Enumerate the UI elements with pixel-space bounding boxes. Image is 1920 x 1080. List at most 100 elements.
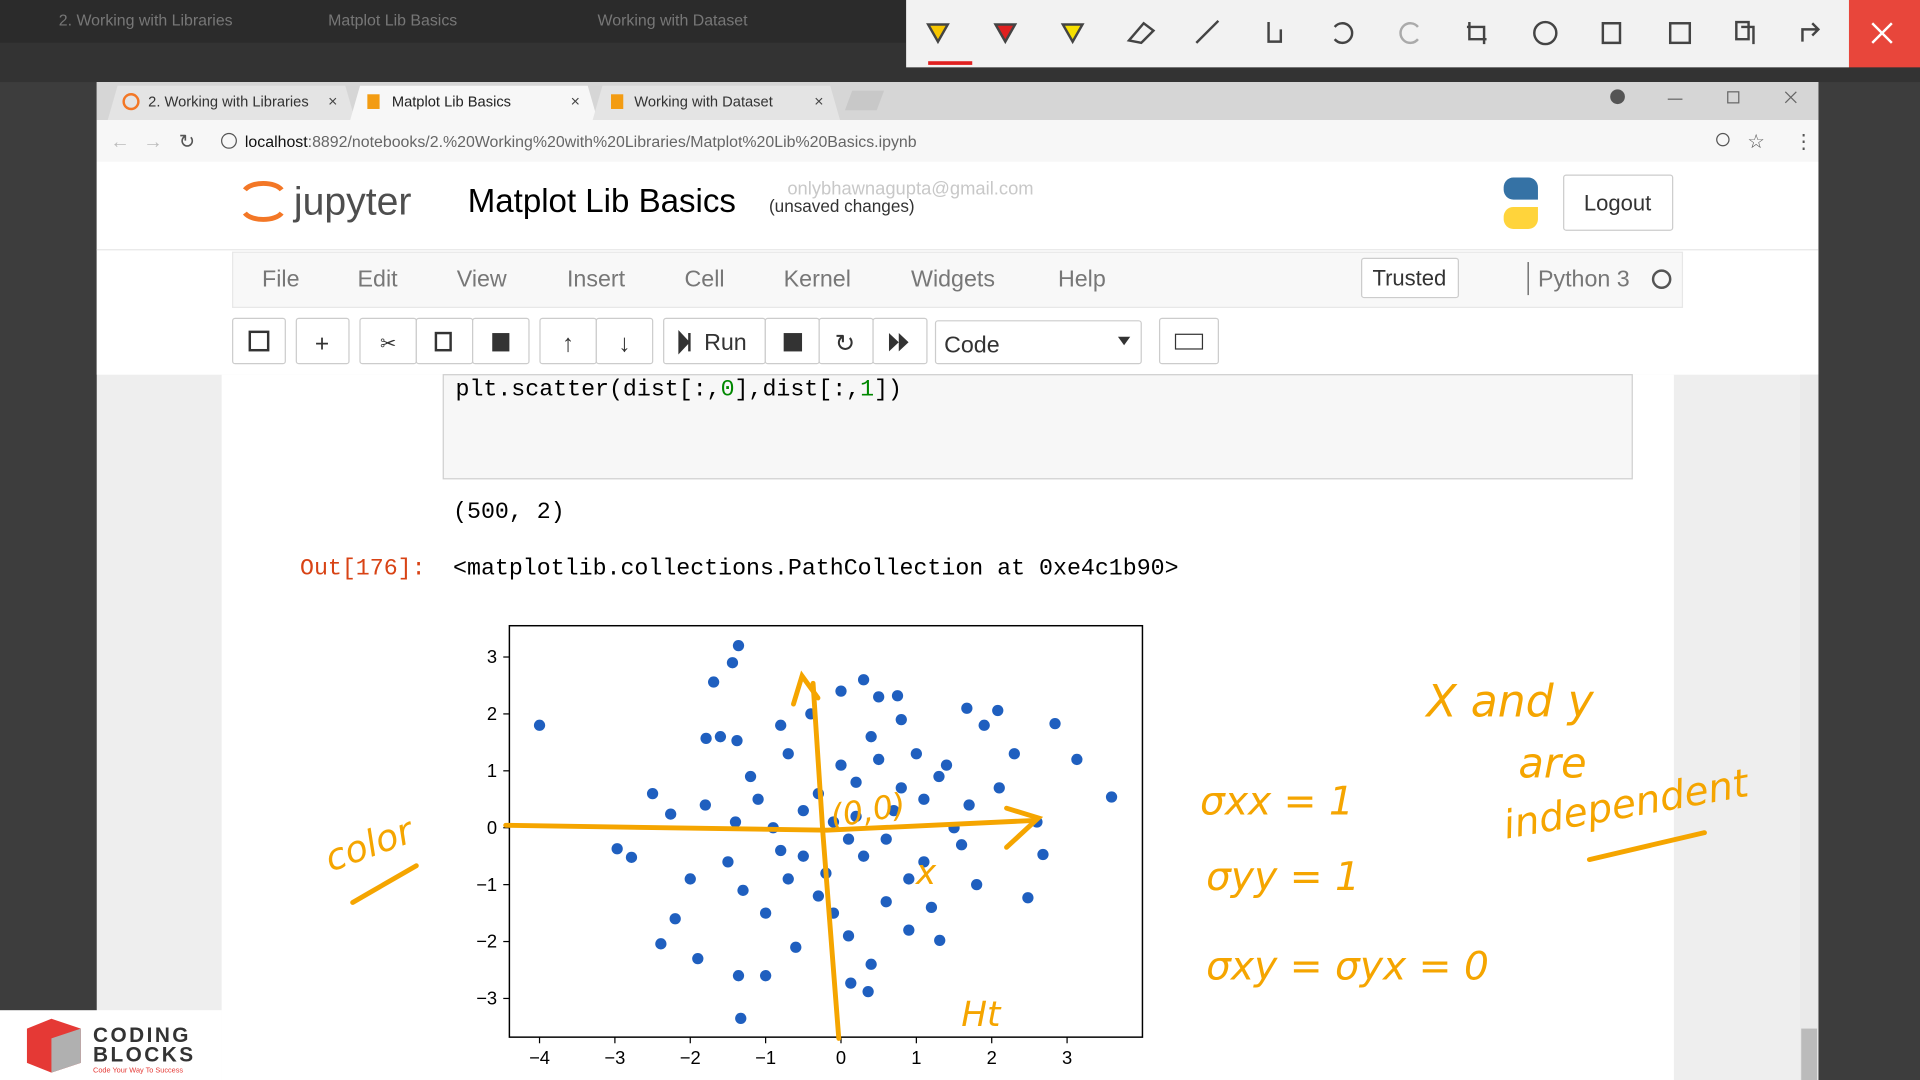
url[interactable]: localhost:8892/notebooks/2.%20Working%20… xyxy=(245,134,917,151)
point xyxy=(782,748,794,760)
annotation: x xyxy=(915,853,937,893)
point xyxy=(744,770,757,783)
code-cell[interactable] xyxy=(442,374,1633,480)
tab-close[interactable]: × xyxy=(328,94,337,111)
scroll-thumb[interactable] xyxy=(1801,1028,1818,1080)
forward-button[interactable]: → xyxy=(143,131,163,153)
point xyxy=(888,805,900,817)
point xyxy=(797,805,809,817)
tab-icon xyxy=(611,94,624,109)
python-logo xyxy=(1503,206,1538,229)
keyboard-button[interactable] xyxy=(1158,317,1219,365)
copy-tool[interactable] xyxy=(1735,20,1755,45)
outer-tab-bar xyxy=(0,0,907,43)
point xyxy=(845,977,857,989)
point xyxy=(714,731,727,743)
back-button[interactable]: ← xyxy=(110,131,130,153)
menu-item[interactable]: Cell xyxy=(684,266,724,292)
point xyxy=(1105,791,1118,803)
save-button[interactable] xyxy=(232,317,286,365)
profile-icon[interactable] xyxy=(1610,89,1625,105)
close-button[interactable] xyxy=(1848,0,1920,68)
move-down-button[interactable] xyxy=(595,317,654,365)
point xyxy=(797,850,809,862)
restore-button[interactable] xyxy=(1727,91,1740,104)
cell-type-select[interactable] xyxy=(934,320,1142,365)
hand-tool[interactable] xyxy=(1267,22,1283,43)
crop-tool[interactable] xyxy=(1466,22,1487,45)
y-tick-label: 2 xyxy=(487,703,497,724)
menu-item[interactable]: Widgets xyxy=(911,266,995,292)
browser-menu[interactable]: ⋮ xyxy=(1794,131,1814,153)
point xyxy=(732,970,745,982)
run-label: Run xyxy=(704,329,747,355)
dropdown-caret xyxy=(1117,336,1131,346)
point xyxy=(865,731,877,743)
point xyxy=(759,907,772,919)
highlighter-tool[interactable] xyxy=(926,23,950,45)
zoom-icon[interactable] xyxy=(1716,132,1730,147)
window-close[interactable] xyxy=(1784,91,1797,104)
copy-button[interactable] xyxy=(415,317,474,365)
notebook-title[interactable]: Matplot Lib Basics xyxy=(468,183,736,220)
menu-item[interactable]: File xyxy=(262,266,299,292)
info-icon xyxy=(221,132,237,149)
point xyxy=(873,691,885,703)
point xyxy=(775,844,787,857)
annotation: Ht xyxy=(961,995,1002,1035)
insert-button[interactable] xyxy=(295,317,350,365)
tab-close[interactable]: × xyxy=(571,94,580,111)
x-tick-label: −3 xyxy=(604,1047,625,1068)
history-tool[interactable] xyxy=(1533,20,1558,46)
point xyxy=(684,873,696,885)
tab[interactable] xyxy=(592,85,840,120)
stdout: (500, 2) xyxy=(453,499,565,525)
point xyxy=(857,850,870,862)
scrollbar[interactable] xyxy=(1800,374,1819,1080)
tab-title: Working with Dataset xyxy=(634,95,773,111)
jupyter-wordmark[interactable]: jupyter xyxy=(293,180,412,223)
reload-button[interactable]: ↻ xyxy=(179,131,195,153)
tab-close[interactable]: × xyxy=(814,94,823,111)
share-tool[interactable] xyxy=(1801,22,1821,42)
pen-tool[interactable] xyxy=(993,23,1018,45)
undo-tool[interactable] xyxy=(1333,22,1354,45)
notebook-toolbar xyxy=(232,317,1219,365)
down-icon: ↓ xyxy=(618,330,630,357)
x-tick-label: 1 xyxy=(911,1047,921,1068)
y-tick-label: 0 xyxy=(487,817,497,838)
point xyxy=(955,839,968,851)
marker-tool[interactable] xyxy=(1060,23,1085,45)
code: ]) xyxy=(874,377,902,403)
y-tick-label: −2 xyxy=(476,931,497,952)
tab[interactable] xyxy=(107,85,356,120)
x-tick-label: −2 xyxy=(680,1047,701,1068)
point xyxy=(862,985,874,998)
jupyter-logo xyxy=(242,181,284,192)
tab-active[interactable] xyxy=(350,85,598,120)
point xyxy=(790,941,802,953)
ruler-tool[interactable] xyxy=(1195,19,1220,44)
menu-item[interactable]: Insert xyxy=(567,266,626,292)
menu-item[interactable]: Help xyxy=(1058,266,1106,292)
point xyxy=(978,719,990,731)
address-bar xyxy=(96,120,1819,162)
bookmark-star[interactable]: ☆ xyxy=(1747,131,1765,153)
new-tab[interactable] xyxy=(844,90,885,111)
eraser-tool[interactable] xyxy=(1126,21,1156,45)
menu-item[interactable]: Kernel xyxy=(784,266,851,292)
outer-tab: Working with Dataset xyxy=(598,13,749,30)
menu-item[interactable]: Edit xyxy=(358,266,399,292)
save-tool[interactable] xyxy=(1668,22,1692,45)
point xyxy=(625,851,638,863)
trusted-button[interactable] xyxy=(1361,257,1459,299)
underline xyxy=(350,863,419,905)
x-tick-label: 3 xyxy=(1062,1047,1072,1068)
menu-item[interactable]: View xyxy=(457,266,507,292)
delete-tool[interactable] xyxy=(1601,22,1622,45)
redo-tool[interactable] xyxy=(1399,22,1419,45)
point xyxy=(891,690,904,702)
code-line: plt.scatter(dist[:,0],dist[:,1]) xyxy=(456,377,902,403)
save-status: (unsaved changes) xyxy=(769,196,915,216)
logout-button[interactable] xyxy=(1563,174,1674,231)
